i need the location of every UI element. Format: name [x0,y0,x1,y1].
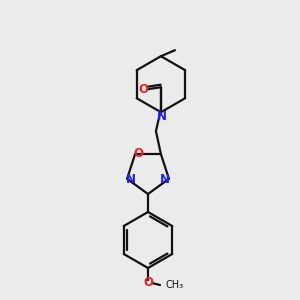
Text: N: N [126,173,136,186]
Text: N: N [160,173,170,186]
Text: N: N [157,110,167,123]
Text: O: O [138,83,148,96]
Text: O: O [143,277,153,290]
Text: O: O [133,147,143,160]
Text: CH₃: CH₃ [166,280,184,290]
